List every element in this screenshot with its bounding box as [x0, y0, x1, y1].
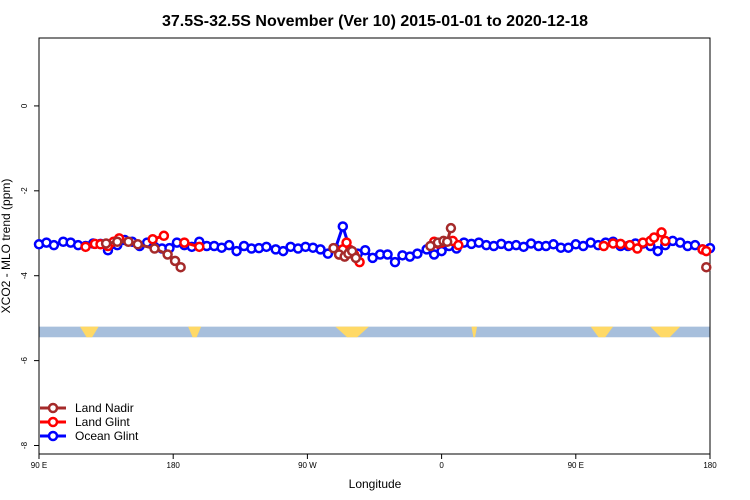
y-tick-label: -4	[20, 272, 29, 280]
land-nadir-segment	[701, 261, 712, 273]
x-axis-label: Longitude	[349, 477, 402, 491]
land-nadir-point	[328, 242, 339, 254]
x-tick-label: 90 W	[298, 461, 317, 470]
ocean-glint-point	[315, 244, 326, 255]
ocean-glint-point	[689, 239, 701, 251]
land-glint-point	[194, 241, 205, 253]
land-nadir-segment	[425, 222, 457, 252]
y-tick-label: -2	[20, 187, 29, 195]
y-tick-label: 0	[20, 103, 29, 108]
land-glint-point	[598, 240, 610, 252]
land-nadir-point	[445, 222, 457, 234]
x-tick-label: 0	[439, 461, 444, 470]
land-glint-point	[453, 239, 464, 251]
legend-label-land-nadir: Land Nadir	[75, 401, 134, 415]
land-nadir-point	[100, 238, 112, 249]
y-axis-label: XCO2 - MLO trend (ppm)	[0, 179, 13, 314]
land-mass-1	[188, 326, 202, 338]
ocean-glint-point	[337, 221, 349, 232]
legend-marker-ocean-glint	[47, 430, 59, 442]
ocean-glint-point	[359, 244, 371, 256]
land-nadir-point	[149, 243, 160, 254]
ocean-band	[39, 326, 710, 338]
chart-title: 37.5S-32.5S November (Ver 10) 2015-01-01…	[162, 13, 588, 30]
land-nadir-point	[350, 252, 362, 264]
land-ocean-band	[39, 326, 710, 338]
land-glint-point	[656, 227, 667, 238]
series-layer	[33, 221, 716, 273]
ocean-glint-point	[382, 249, 393, 260]
land-nadir-point	[112, 236, 123, 248]
ocean-glint-point	[389, 256, 401, 268]
x-tick-label: 180	[167, 461, 181, 470]
ocean-glint-point	[223, 239, 235, 251]
land-glint-point	[632, 243, 643, 254]
land-glint-point	[648, 232, 660, 243]
x-tick-label: 90 E	[568, 461, 584, 470]
land-nadir-segment	[328, 242, 362, 264]
legend-item-land-nadir: Land Nadir	[40, 401, 134, 415]
y-axis: 0 -2 -4 -6 -8	[20, 103, 39, 449]
ocean-glint-point	[231, 245, 242, 257]
land-nadir-point	[169, 255, 181, 267]
land-glint-point	[80, 241, 91, 253]
land-nadir-point	[701, 261, 712, 273]
land-mass-0	[80, 326, 99, 338]
land-glint-point	[660, 235, 671, 247]
ocean-glint-point	[48, 239, 60, 251]
legend-label-land-glint: Land Glint	[75, 415, 130, 429]
ocean-glint-point	[652, 245, 664, 257]
legend-item-land-glint: Land Glint	[40, 415, 130, 429]
land-mass-3	[471, 326, 478, 338]
land-glint-segment	[645, 227, 671, 247]
land-glint-point	[701, 245, 712, 257]
land-glint-point	[179, 237, 190, 248]
x-tick-label: 180	[703, 461, 717, 470]
land-nadir-point	[123, 236, 134, 248]
land-glint-segment	[147, 230, 170, 245]
ocean-glint-point	[412, 248, 423, 259]
land-nadir-point	[132, 239, 144, 250]
x-tick-label: 90 E	[31, 461, 47, 470]
legend: Land Nadir Land Glint Ocean Glint	[40, 401, 139, 443]
legend-marker-land-nadir	[47, 402, 59, 414]
land-glint-segment	[697, 244, 712, 257]
land-nadir-point	[175, 261, 186, 273]
ocean-glint-point	[277, 245, 289, 257]
land-glint-point	[615, 238, 626, 250]
ocean-glint-point	[261, 241, 272, 253]
land-glint-segment	[179, 237, 205, 253]
land-glint-segment	[598, 237, 649, 254]
legend-label-ocean-glint: Ocean Glint	[75, 429, 139, 443]
land-mass-4	[590, 326, 614, 338]
land-nadir-segment	[100, 236, 186, 273]
x-axis: 90 E 180 90 W 0 90 E 180	[31, 454, 717, 470]
y-tick-label: -8	[20, 441, 29, 449]
land-glint-point	[147, 233, 158, 245]
land-nadir-point	[162, 249, 173, 260]
legend-item-ocean-glint: Ocean Glint	[40, 429, 139, 443]
legend-marker-land-glint	[47, 416, 59, 428]
y-tick-label: -6	[20, 357, 29, 365]
land-nadir-point	[441, 236, 453, 248]
land-glint-segment	[447, 235, 464, 251]
land-glint-point	[158, 230, 170, 242]
land-mass-5	[650, 326, 681, 338]
land-mass-2	[335, 326, 369, 338]
